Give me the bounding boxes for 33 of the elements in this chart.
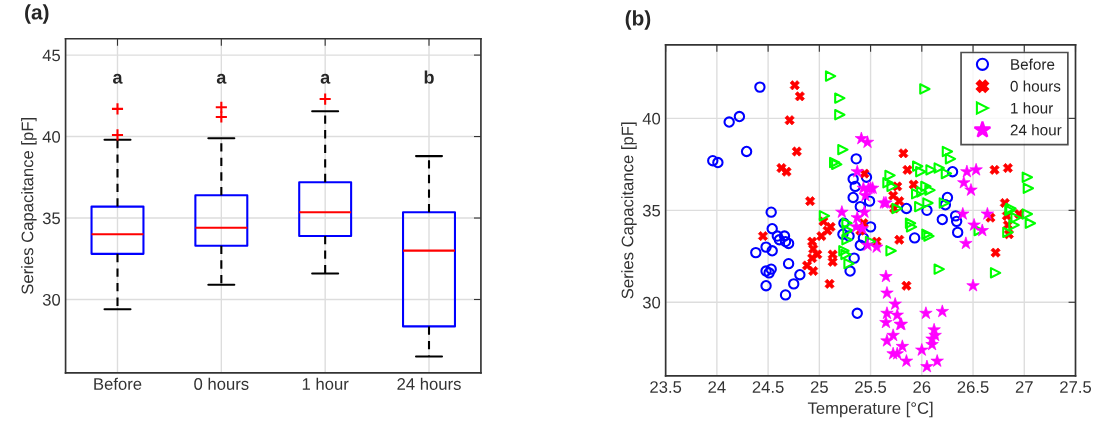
x-tick-label: 26: [913, 381, 931, 393]
x-tick-label: 23.5: [650, 381, 682, 393]
y-tick-label: 30: [42, 293, 61, 306]
legend-label: 24 hour: [1010, 124, 1062, 136]
x-tick-label: 0 hours: [194, 377, 249, 390]
legend-label: Before: [1011, 58, 1055, 70]
y-tick-label: 30: [642, 296, 661, 309]
x-axis-title: Temperature [°C]: [807, 401, 933, 418]
y-tick-label: 45: [42, 49, 61, 62]
annotation: a: [113, 73, 123, 84]
x-tick-label: 1 hour: [302, 377, 349, 390]
legend-label: 1 hour: [1011, 102, 1054, 114]
x-tick-label: 27.5: [1060, 381, 1092, 393]
chart-title: (a): [25, 4, 49, 24]
annotation: a: [216, 73, 227, 84]
x-tick-label: 25.5: [855, 381, 887, 393]
x-tick-label: 24: [708, 381, 726, 393]
x-tick-label: 25: [810, 381, 828, 393]
annotation: b: [424, 70, 434, 84]
y-tick-label: 40: [42, 130, 61, 143]
x-tick-label: 24.5: [752, 381, 784, 393]
x-tick-label: 26.5: [957, 381, 989, 393]
y-tick-label: 35: [42, 212, 61, 225]
y-tick-label: 35: [642, 204, 661, 217]
x-tick-label: 27: [1015, 381, 1033, 393]
legend-label: 0 hours: [1010, 80, 1061, 92]
x-tick-label: Before: [94, 377, 142, 390]
annotation: a: [320, 73, 331, 84]
x-tick-label: 24 hours: [397, 377, 461, 390]
y-axis-title: Series Capacitance [pF]: [21, 118, 37, 294]
y-axis-title: Series Capacitance [pF]: [621, 122, 637, 299]
chart-title: (b): [625, 10, 651, 30]
y-tick-label: 40: [642, 112, 661, 125]
